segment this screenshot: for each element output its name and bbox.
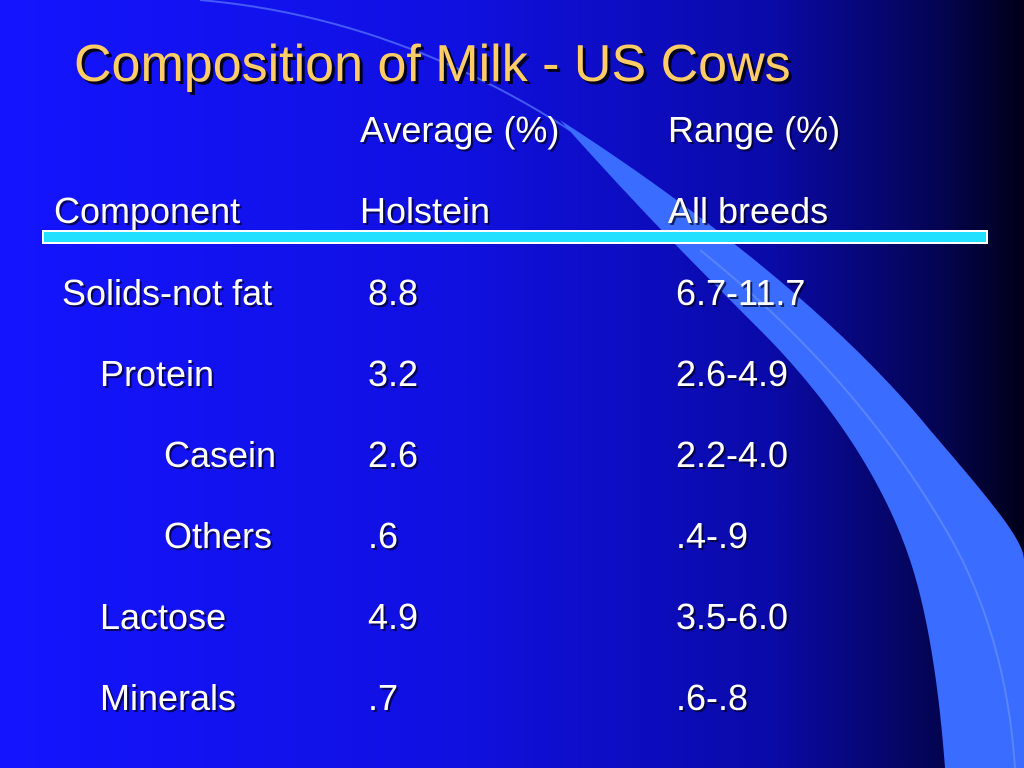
row-range: 2.6-4.9 bbox=[676, 353, 789, 394]
row-average: .6 bbox=[368, 515, 399, 556]
row-average: 8.8 bbox=[368, 272, 419, 313]
header-divider bbox=[42, 230, 988, 244]
row-component-minerals: Minerals bbox=[100, 677, 237, 718]
row-average: 2.6 bbox=[368, 434, 419, 475]
header-holstein: Holstein bbox=[360, 190, 491, 231]
row-average: .7 bbox=[368, 677, 399, 718]
row-average: 3.2 bbox=[368, 353, 419, 394]
row-component-solids-not-fat: Solids-not fat bbox=[62, 272, 273, 313]
row-range: .6-.8 bbox=[676, 677, 749, 718]
row-component-protein: Protein bbox=[100, 353, 215, 394]
decorative-wave-highlight bbox=[699, 249, 1016, 768]
header-average: Average (%) bbox=[360, 109, 560, 150]
row-range: .4-.9 bbox=[676, 515, 749, 556]
row-component-lactose: Lactose bbox=[100, 596, 227, 637]
row-component-others: Others bbox=[164, 515, 273, 556]
row-range: 2.2-4.0 bbox=[676, 434, 789, 475]
row-component-casein: Casein bbox=[164, 434, 277, 475]
slide-title: Composition of Milk - US Cows bbox=[74, 35, 791, 93]
header-all-breeds: All breeds bbox=[668, 190, 829, 231]
row-range: 3.5-6.0 bbox=[676, 596, 789, 637]
row-average: 4.9 bbox=[368, 596, 419, 637]
header-component: Component bbox=[54, 190, 241, 231]
decorative-wave-shape bbox=[560, 120, 1024, 768]
row-range: 6.7-11.7 bbox=[676, 272, 806, 313]
header-range: Range (%) bbox=[668, 109, 841, 150]
